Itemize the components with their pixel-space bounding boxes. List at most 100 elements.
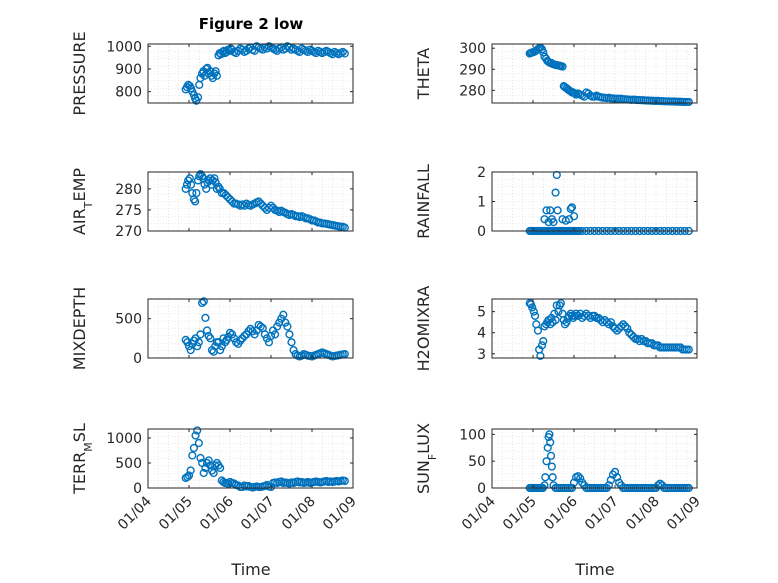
y-axis-label: H2OMIXRA bbox=[414, 286, 433, 372]
x-axis-label-right: Time bbox=[574, 560, 614, 579]
data-point bbox=[529, 307, 538, 316]
figure-title: Figure 2 low bbox=[199, 15, 304, 33]
data-point bbox=[566, 204, 575, 213]
data-point bbox=[202, 326, 212, 335]
data-point bbox=[612, 473, 622, 482]
data-point bbox=[250, 330, 259, 339]
subplot-3: 270 275 280 AIRTEMP bbox=[70, 168, 354, 240]
data-point bbox=[256, 322, 265, 331]
data-point bbox=[208, 73, 217, 83]
data-point bbox=[189, 443, 199, 453]
y-axis-label: PRESSURE bbox=[70, 31, 89, 115]
data-point bbox=[576, 474, 585, 483]
data-point bbox=[567, 203, 577, 212]
data-point bbox=[193, 93, 203, 102]
data-point bbox=[338, 47, 347, 57]
data-point bbox=[202, 64, 211, 74]
data-point bbox=[216, 463, 225, 473]
data-point bbox=[273, 322, 282, 331]
subplot-4: 0 1 2 RAINFALL bbox=[414, 164, 698, 240]
data-point bbox=[223, 193, 233, 202]
data-point bbox=[551, 315, 560, 325]
data-point bbox=[564, 311, 574, 320]
data-point bbox=[548, 473, 557, 482]
data-point bbox=[623, 324, 632, 333]
y-tick-label: 4 bbox=[477, 326, 486, 342]
data-point bbox=[212, 184, 221, 193]
y-tick-label: 2 bbox=[477, 165, 486, 181]
data-point bbox=[573, 472, 583, 481]
data-point bbox=[181, 184, 190, 193]
data-point bbox=[621, 322, 630, 331]
data-point bbox=[216, 346, 225, 355]
subplot-5: 0 500 MIXDEPTH bbox=[70, 287, 354, 370]
y-tick-label: 500 bbox=[115, 456, 142, 472]
data-point bbox=[188, 451, 197, 460]
y-tick-label: 100 bbox=[459, 427, 486, 443]
axes-box bbox=[147, 43, 354, 104]
data-point bbox=[266, 482, 276, 492]
data-point bbox=[283, 322, 292, 331]
data-point bbox=[604, 481, 613, 490]
data-point bbox=[551, 188, 560, 197]
data-point bbox=[545, 430, 554, 439]
y-axis-label: THETA bbox=[414, 48, 433, 100]
data-point bbox=[619, 320, 628, 329]
data-point bbox=[590, 311, 599, 320]
data-point bbox=[201, 313, 210, 322]
data-point bbox=[183, 472, 192, 482]
y-tick-label: 1 bbox=[477, 195, 486, 211]
data-point bbox=[606, 318, 616, 327]
y-tick-label: 0 bbox=[477, 481, 486, 497]
data-point bbox=[289, 346, 298, 355]
y-tick-label: 0 bbox=[133, 481, 142, 497]
data-point bbox=[209, 468, 218, 478]
data-point bbox=[206, 334, 215, 343]
y-tick-label: 0 bbox=[133, 351, 142, 367]
data-point bbox=[684, 97, 693, 107]
data-point bbox=[549, 218, 558, 227]
data-point bbox=[571, 309, 581, 318]
y-axis-label: AIRTEMP bbox=[70, 168, 95, 235]
data-point bbox=[204, 456, 213, 465]
y-tick-label: 280 bbox=[115, 182, 142, 198]
data-point bbox=[528, 303, 537, 312]
data-point bbox=[240, 331, 249, 341]
y-tick-label: 290 bbox=[459, 62, 486, 78]
data-point bbox=[684, 345, 693, 354]
axes-box bbox=[491, 298, 698, 359]
y-tick-label: 5 bbox=[477, 305, 486, 321]
data-point bbox=[210, 174, 219, 183]
data-point bbox=[637, 334, 646, 344]
data-point bbox=[533, 326, 543, 335]
axes-box bbox=[147, 428, 354, 489]
data-point bbox=[542, 206, 551, 215]
data-point bbox=[604, 320, 613, 329]
data-point bbox=[219, 188, 228, 198]
data-point bbox=[227, 330, 237, 339]
data-point bbox=[569, 212, 579, 221]
data-point bbox=[340, 49, 349, 58]
axes-box bbox=[491, 43, 698, 104]
y-axis-label: MIXDEPTH bbox=[70, 287, 89, 370]
data-point bbox=[186, 180, 196, 189]
data-point bbox=[629, 332, 638, 342]
subplot-1: 800 900 1000 PRESSURE bbox=[70, 31, 354, 116]
data-point bbox=[199, 468, 208, 478]
data-point bbox=[553, 206, 562, 215]
data-point bbox=[542, 457, 551, 466]
y-axis-label: SUNFLUX bbox=[414, 423, 439, 494]
data-point bbox=[556, 299, 565, 308]
data-point bbox=[186, 466, 195, 475]
data-point bbox=[540, 481, 549, 490]
y-tick-label: 300 bbox=[459, 41, 486, 57]
data-point bbox=[627, 330, 636, 339]
data-point bbox=[547, 462, 556, 471]
y-tick-label: 0 bbox=[477, 224, 486, 240]
y-tick-label: 1000 bbox=[106, 39, 142, 55]
data-point bbox=[199, 297, 208, 306]
y-tick-label: 275 bbox=[115, 203, 142, 219]
y-tick-label: 280 bbox=[459, 83, 486, 99]
data-point bbox=[655, 479, 665, 488]
